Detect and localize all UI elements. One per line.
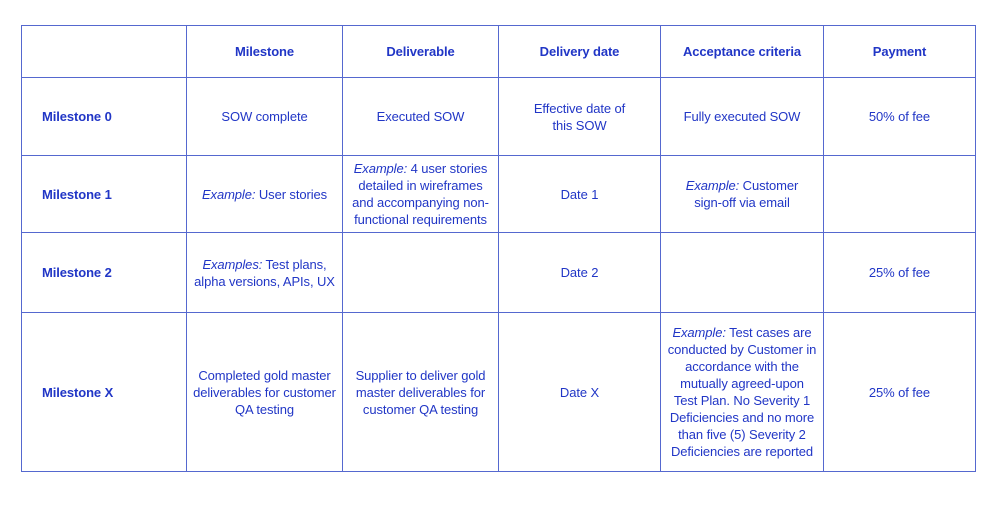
row-label-milestone-2: Milestone 2 (21, 232, 187, 313)
cell-text: Executed SOW (376, 109, 465, 124)
cell-text: 50% of fee (868, 109, 931, 124)
cell-milestone-x-deliverable: Supplier to deliver gold master delivera… (342, 312, 499, 472)
example-prefix: Example: (685, 178, 740, 193)
row-label-milestone-x: Milestone X (21, 312, 187, 472)
example-prefix: Examples: (202, 256, 263, 272)
cell-text: 4 user stories detailed in wireframes an… (352, 161, 489, 227)
cell-text: Fully executed SOW (683, 109, 801, 124)
cell-text: Test cases are conducted by Customer in … (667, 325, 817, 459)
cell-milestone-1-delivery-date: Date 1 (498, 155, 661, 233)
cell-milestone-x-milestone: Completed gold master deliverables for c… (186, 312, 343, 472)
header-delivery-date: Delivery date (498, 25, 661, 78)
cell-milestone-x-payment: 25% of fee (823, 312, 976, 472)
cell-milestone-1-milestone: Example: User stories (186, 155, 343, 233)
header-deliverable: Deliverable (342, 25, 499, 78)
cell-milestone-0-payment: 50% of fee (823, 77, 976, 156)
cell-text: Date 1 (560, 186, 599, 202)
cell-milestone-x-acceptance-criteria: Example: Test cases are conducted by Cus… (660, 312, 824, 472)
cell-text: Customer sign-off via email (694, 178, 799, 210)
cell-milestone-2-acceptance-criteria (660, 232, 824, 313)
cell-text: 25% of fee (868, 384, 931, 400)
row-label-milestone-1: Milestone 1 (21, 155, 187, 233)
example-prefix: Example: (672, 325, 726, 340)
header-corner (21, 25, 187, 78)
cell-milestone-1-acceptance-criteria: Example: Customer sign-off via email (660, 155, 824, 233)
cell-text: Date X (559, 384, 600, 400)
header-milestone: Milestone (186, 25, 343, 78)
example-prefix: Example: (353, 161, 408, 176)
row-label-milestone-0: Milestone 0 (21, 77, 187, 156)
header-row: Milestone Deliverable Delivery date Acce… (21, 25, 976, 78)
table-row-milestone-x: Milestone X Completed gold master delive… (21, 312, 976, 472)
cell-text: Test plans, alpha versions, APIs, UX (194, 256, 335, 289)
cell-milestone-0-acceptance-criteria: Fully executed SOW (660, 77, 824, 156)
table-row-milestone-1: Milestone 1 Example: User stories Exampl… (21, 155, 976, 233)
cell-milestone-0-deliverable: Executed SOW (342, 77, 499, 156)
cell-text: Completed gold master deliverables for c… (193, 367, 336, 417)
cell-text: Date 2 (560, 265, 599, 280)
cell-milestone-2-delivery-date: Date 2 (498, 232, 661, 313)
cell-milestone-2-payment: 25% of fee (823, 232, 976, 313)
cell-milestone-1-payment (823, 155, 976, 233)
cell-text: Supplier to deliver gold master delivera… (355, 367, 486, 417)
cell-text: User stories (258, 186, 328, 202)
example-prefix: Example: (201, 186, 256, 202)
cell-text: SOW complete (221, 109, 308, 124)
table-row-milestone-2: Milestone 2 Examples: Test plans, alpha … (21, 232, 976, 313)
milestone-table: Milestone Deliverable Delivery date Acce… (21, 25, 976, 472)
header-acceptance-criteria: Acceptance criteria (660, 25, 824, 78)
cell-text: 25% of fee (868, 265, 931, 280)
cell-milestone-0-delivery-date: Effective date of this SOW (498, 77, 661, 156)
cell-milestone-1-deliverable: Example: 4 user stories detailed in wire… (342, 155, 499, 233)
milestone-table-container: Milestone Deliverable Delivery date Acce… (21, 25, 976, 472)
cell-milestone-2-deliverable (342, 232, 499, 313)
cell-milestone-2-milestone: Examples: Test plans, alpha versions, AP… (186, 232, 343, 313)
table-row-milestone-0: Milestone 0 SOW complete Executed SOW Ef… (21, 77, 976, 156)
cell-milestone-x-delivery-date: Date X (498, 312, 661, 472)
cell-milestone-0-milestone: SOW complete (186, 77, 343, 156)
header-payment: Payment (823, 25, 976, 78)
cell-text: Effective date of this SOW (533, 100, 626, 133)
